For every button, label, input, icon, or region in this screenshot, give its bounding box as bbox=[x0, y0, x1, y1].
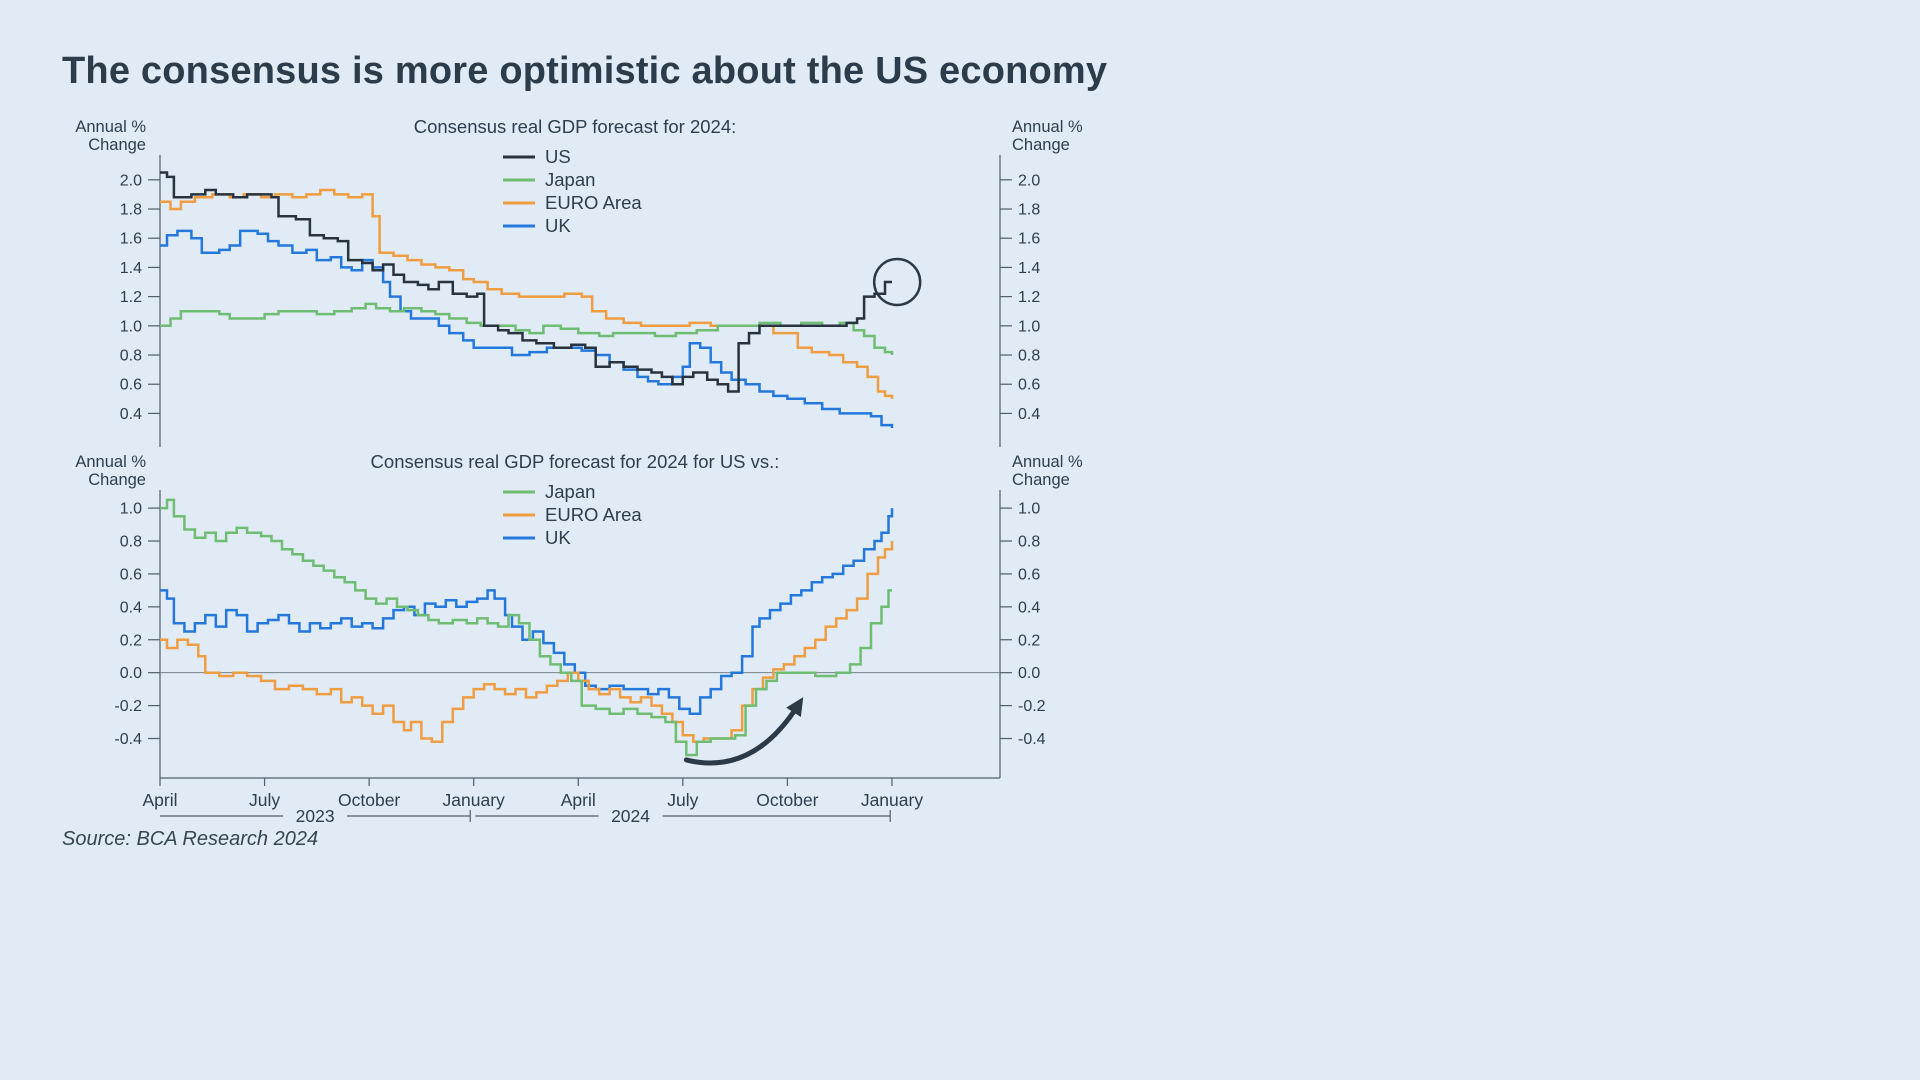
series-line-japan bbox=[160, 302, 894, 355]
legend-label-euro-area: EURO Area bbox=[545, 192, 642, 213]
y-tick-label-left: 0.4 bbox=[120, 406, 142, 423]
legend-item-euro-area: EURO Area bbox=[503, 192, 642, 213]
y-axis-caption-right: Change bbox=[1012, 471, 1070, 489]
legend-item-uk: UK bbox=[503, 215, 571, 236]
source-note: Source: BCA Research 2024 bbox=[62, 828, 319, 850]
legend-item-uk: UK bbox=[503, 527, 571, 548]
x-tick-label: January bbox=[443, 790, 506, 810]
x-tick-label: April bbox=[561, 790, 596, 810]
legend-label-euro-area: EURO Area bbox=[545, 504, 642, 525]
y-tick-label-left: -0.4 bbox=[114, 731, 142, 748]
y-tick-label-left: 0.6 bbox=[120, 566, 142, 583]
y-tick-label-left: 0.8 bbox=[120, 348, 142, 365]
legend-label-japan: Japan bbox=[545, 169, 595, 190]
page-title: The consensus is more optimistic about t… bbox=[62, 50, 1108, 92]
series-line-uk bbox=[160, 508, 894, 716]
legend-label-japan: Japan bbox=[545, 481, 595, 502]
x-tick-label: October bbox=[756, 790, 818, 810]
series-line-japan bbox=[160, 498, 892, 757]
y-axis-caption-left: Change bbox=[88, 136, 146, 154]
y-tick-label-right: 0.6 bbox=[1018, 566, 1040, 583]
year-group-2023: 2023 bbox=[160, 806, 471, 826]
y-axis-caption-right: Change bbox=[1012, 136, 1070, 154]
y-axis-caption-right: Annual % bbox=[1012, 453, 1083, 471]
y-tick-label-right: 1.6 bbox=[1018, 231, 1040, 248]
year-label: 2024 bbox=[611, 806, 650, 826]
y-tick-label-left: 1.4 bbox=[120, 260, 142, 277]
x-tick-label: October bbox=[338, 790, 400, 810]
y-tick-label-right: 1.4 bbox=[1018, 260, 1040, 277]
y-tick-label-left: 2.0 bbox=[120, 172, 142, 189]
y-tick-label-right: 1.8 bbox=[1018, 202, 1040, 219]
y-tick-label-right: 1.0 bbox=[1018, 501, 1040, 518]
x-axis: April July October January April July October J… bbox=[142, 777, 1000, 826]
y-tick-label-right: -0.2 bbox=[1018, 698, 1046, 715]
y-axis-caption-right: Annual % bbox=[1012, 118, 1083, 136]
year-label: 2023 bbox=[296, 806, 335, 826]
panel-title: Consensus real GDP forecast for 2024 for… bbox=[371, 451, 780, 472]
x-tick-label: January bbox=[861, 790, 924, 810]
series-line-euro-area bbox=[160, 541, 894, 744]
chart-panel-2: 1.0 1.0 0.8 0.8 0.6 0.6 0.4 0.4 0.2 0.2 0.0 0.0 -0.2… bbox=[75, 451, 1083, 778]
y-tick-label-right: 0.8 bbox=[1018, 348, 1040, 365]
y-tick-label-left: 0.8 bbox=[120, 534, 142, 551]
legend-item-japan: Japan bbox=[503, 169, 595, 190]
y-tick-label-left: 1.0 bbox=[120, 318, 142, 335]
y-tick-label-left: 1.6 bbox=[120, 231, 142, 248]
y-tick-label-left: 0.2 bbox=[120, 632, 142, 649]
y-tick-label-right: 0.2 bbox=[1018, 632, 1040, 649]
trend-arrow-annotation bbox=[683, 703, 801, 766]
y-tick-label-left: 0.6 bbox=[120, 377, 142, 394]
series-line-euro-area bbox=[160, 188, 894, 399]
x-tick-label: July bbox=[249, 790, 280, 810]
highlight-circle-annotation bbox=[872, 257, 922, 307]
legend-item-us: US bbox=[503, 146, 571, 167]
y-tick-label-right: -0.4 bbox=[1018, 731, 1046, 748]
y-tick-label-left: 1.2 bbox=[120, 289, 142, 306]
y-tick-label-left: 0.4 bbox=[120, 599, 142, 616]
y-tick-label-right: 0.4 bbox=[1018, 599, 1040, 616]
legend-item-japan: Japan bbox=[503, 481, 595, 502]
x-tick-label: July bbox=[667, 790, 698, 810]
x-tick-label: April bbox=[142, 790, 177, 810]
panel-title: Consensus real GDP forecast for 2024: bbox=[414, 116, 737, 137]
legend-label-us: US bbox=[545, 146, 571, 167]
y-axis-caption-left: Change bbox=[88, 471, 146, 489]
y-tick-label-left: 1.8 bbox=[120, 202, 142, 219]
y-tick-label-left: 1.0 bbox=[120, 501, 142, 518]
y-tick-label-right: 2.0 bbox=[1018, 172, 1040, 189]
y-tick-label-right: 0.0 bbox=[1018, 665, 1040, 682]
chart-panel-1: 2.0 2.0 1.8 1.8 1.6 1.6 1.4 1.4 1.2 1.2 1.0 1.0 0.8 0… bbox=[75, 116, 1083, 447]
y-tick-label-right: 0.8 bbox=[1018, 534, 1040, 551]
series-line-uk bbox=[160, 229, 894, 428]
y-tick-label-right: 1.2 bbox=[1018, 289, 1040, 306]
y-tick-label-right: 1.0 bbox=[1018, 318, 1040, 335]
legend-label-uk: UK bbox=[545, 527, 571, 548]
legend-item-euro-area: EURO Area bbox=[503, 504, 642, 525]
y-tick-label-right: 0.6 bbox=[1018, 377, 1040, 394]
y-axis-caption-left: Annual % bbox=[75, 453, 146, 471]
trend-arrow-head bbox=[786, 697, 804, 718]
legend-label-uk: UK bbox=[545, 215, 571, 236]
y-tick-label-left: -0.2 bbox=[114, 698, 142, 715]
y-tick-label-left: 0.0 bbox=[120, 665, 142, 682]
y-axis-caption-left: Annual % bbox=[75, 118, 146, 136]
series-line-us bbox=[160, 171, 892, 393]
y-tick-label-right: 0.4 bbox=[1018, 406, 1040, 423]
year-group-2024: 2024 bbox=[475, 806, 891, 826]
